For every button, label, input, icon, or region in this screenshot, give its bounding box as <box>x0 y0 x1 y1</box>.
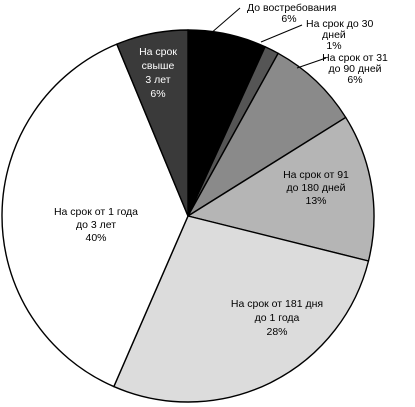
slice-label-6: На срок свыше 3 лет 6% <box>139 46 177 100</box>
slice-label-2: На срок от 31 до 90 дней 6% <box>322 52 388 86</box>
leader-lines <box>209 7 327 69</box>
slice-label-line: На срок от 1 года <box>54 206 138 218</box>
slice-label-line: До востребования <box>247 2 336 14</box>
slice-label-line: 13% <box>305 195 326 207</box>
slice-label-1: На срок до 30 дней 1% <box>306 18 374 52</box>
slice-label-line: 6% <box>347 74 362 86</box>
slice-label-4: На срок от 181 дня до 1 года 28% <box>231 298 323 338</box>
slice-label-line: На срок <box>139 46 177 58</box>
pie-slice-6 <box>116 29 189 217</box>
slice-label-line: до 180 дней <box>287 182 346 194</box>
leader-line-2 <box>296 57 327 69</box>
pie-slice-4 <box>113 215 370 403</box>
slice-label-line: дней <box>322 29 346 41</box>
slice-label-line: до 90 дней <box>328 63 381 75</box>
leader-line-1 <box>260 24 303 43</box>
slice-label-line: 28% <box>266 326 287 338</box>
slice-label-line: На срок от 91 <box>283 169 349 181</box>
slice-label-5: На срок от 1 года до 3 лет 40% <box>54 206 138 244</box>
slice-label-line: 3 лет <box>145 74 170 86</box>
slice-label-3: На срок от 91 до 180 дней 13% <box>283 169 349 207</box>
pie-slices <box>1 29 375 403</box>
slice-label-line: до 3 лет <box>76 219 116 231</box>
leader-line-0 <box>209 7 241 35</box>
slice-label-line: свыше <box>142 60 175 72</box>
slice-label-line: На срок от 181 дня <box>231 298 323 310</box>
slice-labels: До востребования 6% На срок до 30 дней 1%На … <box>54 2 388 338</box>
pie-slice-2 <box>187 52 347 217</box>
slice-label-line: 6% <box>150 88 165 100</box>
slice-label-line: На срок от 31 <box>322 52 388 64</box>
slice-label-0: До востребования 6% <box>247 2 336 25</box>
pie-slice-5 <box>1 43 189 388</box>
slice-label-line: 1% <box>326 40 341 52</box>
slice-label-line: 6% <box>281 13 296 25</box>
slice-label-line: На срок до 30 <box>306 18 374 30</box>
pie-slice-3 <box>187 116 375 262</box>
slice-label-line: до 1 года <box>255 312 300 324</box>
slice-label-line: 40% <box>85 232 106 244</box>
